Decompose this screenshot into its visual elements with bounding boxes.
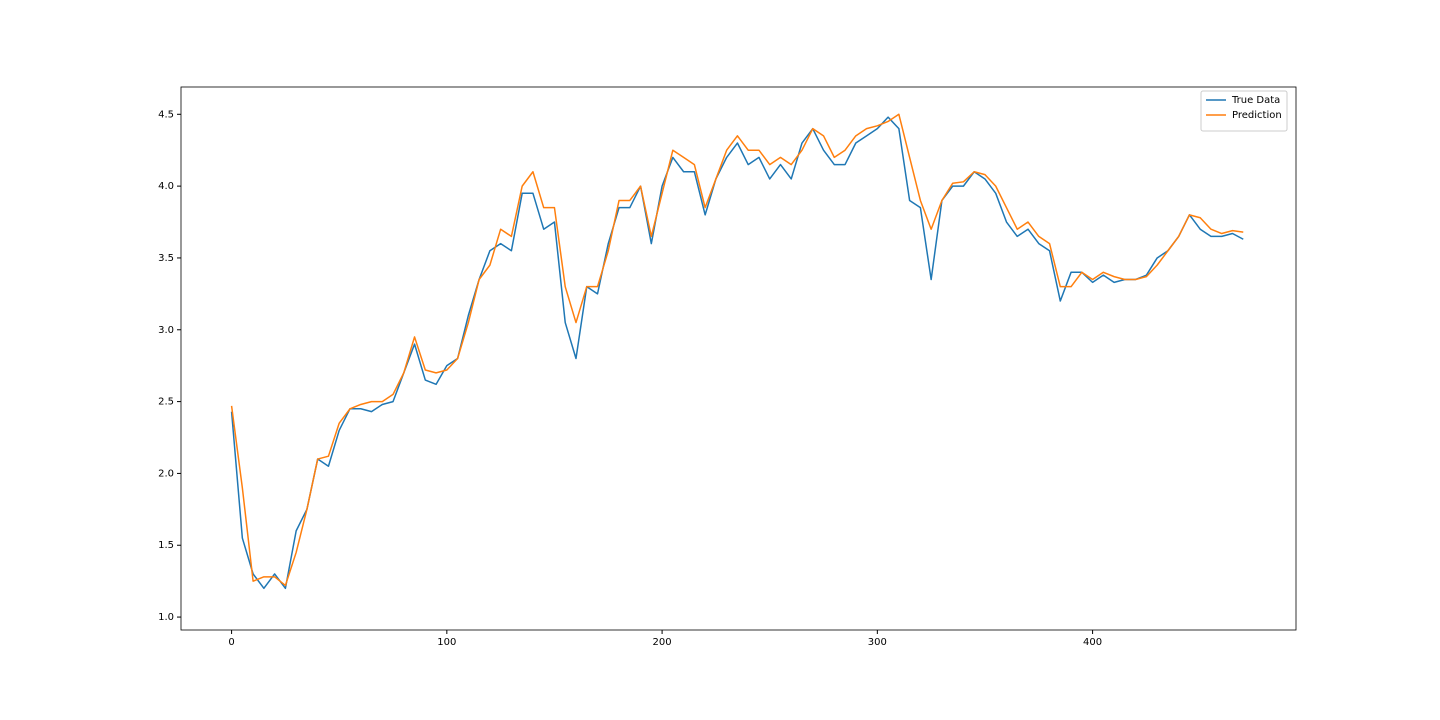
x-tick-label: 400 <box>1083 637 1102 648</box>
y-tick-label: 3.5 <box>158 253 174 264</box>
legend-box <box>1200 90 1288 132</box>
x-tick-label: 200 <box>653 637 672 648</box>
y-tick-label: 1.0 <box>158 612 174 623</box>
y-tick-label: 3.0 <box>158 325 174 336</box>
y-tick-label: 4.0 <box>158 181 174 192</box>
y-tick-label: 1.5 <box>158 540 174 551</box>
legend-label: True Data <box>1231 95 1280 106</box>
data-line <box>230 113 1244 587</box>
y-tick-label: 2.0 <box>158 468 174 479</box>
x-tick-label: 300 <box>868 637 887 648</box>
data-line <box>230 116 1244 590</box>
x-tick-label: 0 <box>228 637 234 648</box>
legend-label: Prediction <box>1232 110 1282 121</box>
y-tick-label: 4.5 <box>158 109 174 120</box>
y-tick-label: 2.5 <box>158 397 174 408</box>
plot-frame <box>180 86 1297 631</box>
x-tick-label: 100 <box>437 637 456 648</box>
